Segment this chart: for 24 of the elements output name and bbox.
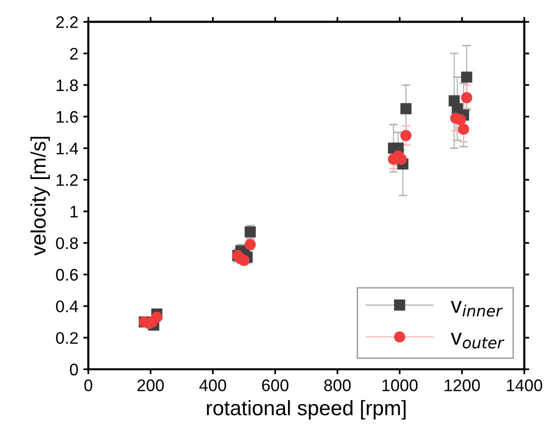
x-axis-title: rotational speed [rpm]: [206, 400, 406, 420]
y-tick-label: 0: [70, 364, 78, 376]
y-tick-label: 1.8: [56, 79, 78, 92]
y-axis-title: velocity [m/s]: [30, 136, 50, 256]
y-tick-label: 1.4: [56, 142, 78, 154]
x-tick-label: 200: [138, 379, 164, 392]
y-tick-label: 0.6: [56, 268, 78, 281]
legend-label: v$_{outer}$: [450, 332, 504, 348]
x-tick-label: 800: [324, 379, 351, 392]
x-tick-label: 1400: [507, 379, 542, 392]
y-tick-label: 1.6: [56, 111, 78, 123]
x-tick-label: 1000: [382, 379, 418, 392]
y-tick-label: 2.2: [56, 16, 78, 28]
y-tick-label: 1.2: [56, 174, 78, 186]
y-tick-label: 2: [70, 48, 78, 60]
y-tick-label: 0.2: [56, 332, 78, 344]
x-tick-label: 600: [262, 379, 288, 392]
x-tick-label: 0: [84, 379, 92, 392]
x-tick-label: 400: [199, 379, 226, 392]
y-tick-label: 0.8: [56, 237, 78, 250]
y-tick-label: 1: [70, 206, 78, 218]
legend-label: v$_{inner}$: [450, 301, 503, 317]
y-tick-label: 0.4: [56, 300, 78, 312]
x-tick-label: 1200: [444, 379, 480, 392]
